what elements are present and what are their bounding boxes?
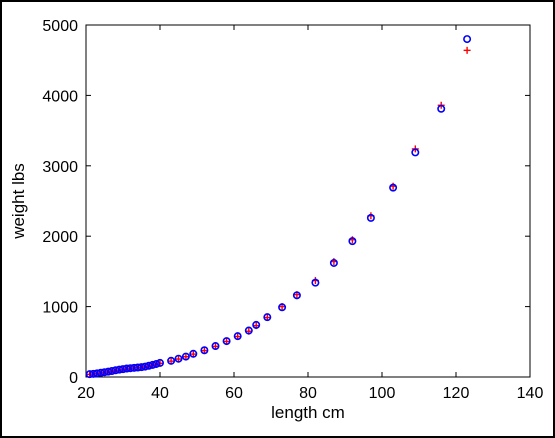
x-tick-labels: 20 40 60 80 100 120 140: [77, 385, 543, 402]
circle-point: [133, 363, 142, 372]
circle-point: [167, 356, 176, 365]
y-tick-label: 2000: [42, 229, 78, 246]
circle-point: [366, 213, 375, 222]
y-axis-title: weight lbs: [9, 163, 28, 240]
x-tick-label: 20: [77, 385, 95, 402]
circle-point: [252, 320, 261, 329]
circle-point: [174, 354, 183, 363]
data-points: [85, 35, 472, 379]
circle-point: [200, 346, 209, 355]
circle-point: [111, 366, 120, 375]
circle-point: [122, 364, 131, 373]
circle-point: [389, 183, 398, 192]
circle-point: [233, 332, 242, 341]
x-axis-title: length cm: [271, 403, 345, 422]
plot-area: [85, 24, 531, 378]
circle-point: [152, 359, 161, 368]
y-tick-label: 5000: [42, 18, 78, 35]
x-tick-label: 60: [225, 385, 243, 402]
circle-point: [263, 313, 272, 322]
circle-point: [148, 360, 157, 369]
circle-point: [348, 237, 357, 246]
circle-point: [156, 358, 165, 367]
y-tick-label: 3000: [42, 159, 78, 176]
circle-point: [126, 364, 135, 373]
circle-point: [119, 365, 128, 374]
circle-point: [211, 342, 220, 351]
circle-point: [130, 363, 139, 372]
x-tick-label: 140: [517, 385, 544, 402]
circle-point: [278, 303, 287, 312]
x-tick-label: 120: [443, 385, 470, 402]
circle-point: [411, 148, 420, 157]
y-tick-label: 0: [69, 370, 78, 387]
circle-point: [89, 369, 98, 378]
y-tick-label: 1000: [42, 300, 78, 317]
circle-point: [107, 367, 116, 376]
circle-point: [244, 326, 253, 335]
circle-point: [463, 35, 472, 44]
circle-point: [311, 278, 320, 287]
circle-point: [222, 337, 231, 346]
circle-point: [329, 258, 338, 267]
circle-point: [93, 369, 102, 378]
circle-point: [181, 352, 190, 361]
circle-point: [189, 349, 198, 358]
x-tick-label: 100: [369, 385, 396, 402]
circle-point: [292, 291, 301, 300]
circle-point: [115, 365, 124, 374]
circle-point: [104, 367, 113, 376]
circle-point: [144, 361, 153, 370]
circle-point: [137, 363, 146, 372]
x-tick-label: 40: [151, 385, 169, 402]
plus-point: [463, 46, 471, 54]
y-tick-labels: 0 1000 2000 3000 4000 5000: [42, 18, 78, 387]
circle-point: [437, 104, 446, 113]
circle-point: [85, 370, 94, 379]
circle-point: [100, 368, 109, 377]
x-tick-label: 80: [299, 385, 317, 402]
y-tick-label: 4000: [42, 88, 78, 105]
circle-point: [141, 362, 150, 371]
circle-point: [96, 368, 105, 377]
